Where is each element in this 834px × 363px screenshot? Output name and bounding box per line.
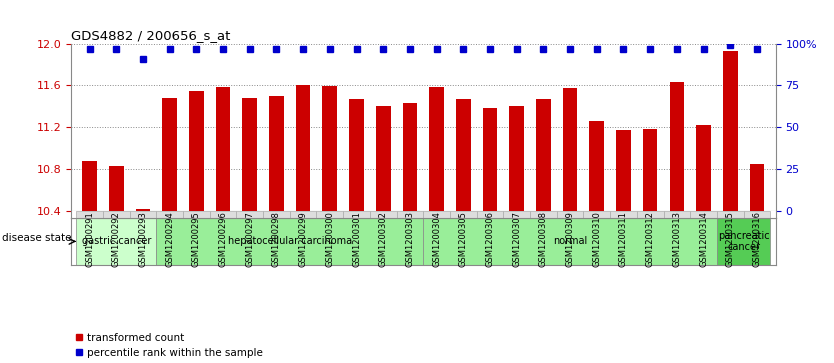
Text: GSM1200298: GSM1200298 (272, 211, 281, 267)
Bar (343, 211, 369, 218)
Bar (76, 218, 156, 265)
Bar (610, 211, 637, 218)
Bar (723, 51, 737, 211)
Text: GSM1200305: GSM1200305 (459, 211, 468, 267)
Bar (424, 218, 717, 265)
Bar (670, 82, 684, 211)
Text: GSM1200302: GSM1200302 (379, 211, 388, 267)
Text: GSM1200309: GSM1200309 (565, 211, 575, 267)
Bar (183, 211, 209, 218)
Bar (76, 211, 103, 218)
Bar (103, 211, 129, 218)
Text: GSM1200306: GSM1200306 (485, 211, 495, 267)
Text: GSM1200296: GSM1200296 (219, 211, 228, 267)
Bar (349, 99, 364, 211)
Bar (504, 211, 530, 218)
Text: GSM1200313: GSM1200313 (672, 211, 681, 267)
Text: GSM1200308: GSM1200308 (539, 211, 548, 267)
Bar (744, 211, 771, 218)
Bar (450, 211, 477, 218)
Legend: transformed count, percentile rank within the sample: transformed count, percentile rank withi… (76, 333, 263, 358)
Text: GSM1200300: GSM1200300 (325, 211, 334, 267)
Bar (263, 211, 289, 218)
Bar (536, 99, 550, 211)
Bar (296, 85, 310, 211)
Bar (664, 211, 691, 218)
Bar (129, 211, 156, 218)
Bar (369, 211, 396, 218)
Bar (83, 162, 97, 211)
Bar (396, 211, 423, 218)
Text: GSM1200311: GSM1200311 (619, 211, 628, 267)
Bar (510, 106, 524, 211)
Bar (563, 89, 577, 211)
Bar (109, 166, 123, 211)
Text: GSM1200304: GSM1200304 (432, 211, 441, 267)
Bar (456, 99, 470, 211)
Text: disease state: disease state (2, 233, 71, 243)
Text: hepatocellular carcinoma: hepatocellular carcinoma (228, 236, 352, 246)
Text: GSM1200310: GSM1200310 (592, 211, 601, 267)
Bar (376, 106, 390, 211)
Bar (483, 108, 497, 211)
Bar (289, 211, 316, 218)
Bar (323, 86, 337, 211)
Text: GSM1200293: GSM1200293 (138, 211, 148, 267)
Bar (530, 211, 557, 218)
Text: gastric cancer: gastric cancer (82, 236, 151, 246)
Text: pancreatic
cancer: pancreatic cancer (718, 231, 770, 252)
Bar (136, 209, 150, 211)
Bar (584, 211, 610, 218)
Bar (691, 211, 717, 218)
Bar (316, 211, 343, 218)
Bar (717, 218, 771, 265)
Text: GSM1200292: GSM1200292 (112, 211, 121, 267)
Text: GSM1200312: GSM1200312 (646, 211, 655, 267)
Bar (590, 121, 604, 211)
Text: GSM1200315: GSM1200315 (726, 211, 735, 267)
Bar (557, 211, 584, 218)
Text: GSM1200291: GSM1200291 (85, 211, 94, 267)
Text: GSM1200297: GSM1200297 (245, 211, 254, 267)
Text: GSM1200301: GSM1200301 (352, 211, 361, 267)
Bar (156, 211, 183, 218)
Text: GSM1200307: GSM1200307 (512, 211, 521, 267)
Bar (209, 211, 236, 218)
Bar (424, 211, 450, 218)
Bar (750, 164, 764, 211)
Bar (430, 87, 444, 211)
Text: normal: normal (553, 236, 587, 246)
Text: GSM1200299: GSM1200299 (299, 211, 308, 267)
Text: GSM1200314: GSM1200314 (699, 211, 708, 267)
Bar (156, 218, 423, 265)
Bar (403, 103, 417, 211)
Bar (643, 129, 657, 211)
Text: GSM1200316: GSM1200316 (752, 211, 761, 267)
Bar (216, 87, 230, 211)
Bar (189, 90, 203, 211)
Bar (236, 211, 263, 218)
Text: GSM1200303: GSM1200303 (405, 211, 414, 267)
Bar (717, 211, 744, 218)
Bar (696, 125, 711, 211)
Bar (163, 98, 177, 211)
Text: GSM1200294: GSM1200294 (165, 211, 174, 267)
Text: GSM1200295: GSM1200295 (192, 211, 201, 267)
Bar (616, 130, 631, 211)
Bar (243, 98, 257, 211)
Bar (637, 211, 664, 218)
Bar (477, 211, 504, 218)
Bar (269, 96, 284, 211)
Text: GDS4882 / 200656_s_at: GDS4882 / 200656_s_at (71, 29, 230, 42)
